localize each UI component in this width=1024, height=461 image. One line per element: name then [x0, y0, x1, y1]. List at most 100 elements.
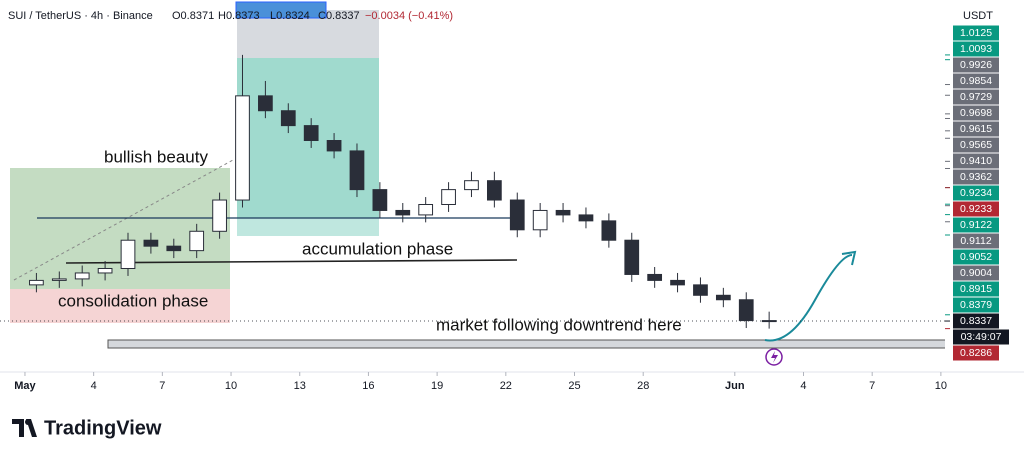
- forecast-arrow: [764, 254, 853, 342]
- x-tick-label: 7: [159, 380, 165, 392]
- y-tick-label: 0.9410: [960, 155, 992, 167]
- annotation: bullish beauty: [104, 147, 208, 166]
- price-tag: [953, 313, 999, 329]
- target-tag: [235, 1, 327, 19]
- consolidation-box: [10, 168, 230, 289]
- candle-body: [532, 209, 548, 231]
- change-label: −0.0034 (−0.41%): [365, 10, 453, 22]
- x-tick-label: 7: [869, 380, 875, 392]
- annotation: market following downtrend here: [436, 315, 682, 334]
- y-tick-label: 0.9112: [960, 235, 991, 247]
- candle-body: [624, 239, 640, 275]
- price-tag: [953, 281, 999, 297]
- candle-body: [715, 294, 731, 301]
- candle-body: [258, 95, 273, 112]
- open-label: O0.8371: [172, 10, 214, 22]
- price-tag: [953, 265, 999, 281]
- y-tick-label: 0.8337: [960, 315, 992, 327]
- support-line: [65, 259, 518, 264]
- x-tick-label: 22: [500, 380, 512, 392]
- x-tick-label: 25: [568, 380, 580, 392]
- y-tick-label: 0.9565: [960, 139, 992, 151]
- candle-body: [486, 180, 502, 201]
- x-tick-label: 4: [91, 380, 97, 392]
- countdown: 03:49:07: [961, 331, 1002, 343]
- x-tick-label: 10: [225, 380, 237, 392]
- candle-body: [761, 320, 777, 323]
- price-tag: [953, 73, 999, 89]
- logo: TradingView: [12, 417, 162, 439]
- x-tick-label: May: [14, 380, 36, 392]
- candle-body: [120, 239, 136, 269]
- x-tick-label: 10: [935, 380, 947, 392]
- high-label: H0.8373: [218, 10, 260, 22]
- countdown-tag: [953, 329, 1009, 345]
- candle-body: [143, 239, 159, 247]
- y-tick-label: 0.9004: [960, 267, 992, 279]
- candle-body: [738, 299, 754, 322]
- y-tick-label: 0.9698: [960, 107, 992, 119]
- x-tick-label: 13: [294, 380, 306, 392]
- candle-body: [441, 189, 456, 205]
- price-tag: [953, 169, 999, 185]
- candle-body: [326, 139, 342, 152]
- close-label: C0.8337: [318, 10, 360, 22]
- candle-body: [166, 245, 182, 252]
- price-tag: [953, 41, 999, 57]
- x-tick-label: 19: [431, 380, 443, 392]
- candle-body: [555, 209, 571, 216]
- y-tick-label: 0.9854: [960, 75, 992, 87]
- low-label: L0.8324: [270, 10, 310, 22]
- price-tag: [953, 57, 999, 73]
- y-tick-label: 0.9926: [960, 59, 992, 71]
- y-tick-label: 0.9122: [960, 219, 992, 231]
- candle-body: [303, 125, 319, 141]
- price-tag: [953, 89, 999, 105]
- logo-dot: [25, 419, 31, 425]
- price-tag: [953, 201, 999, 217]
- y-tick-label: 0.8379: [960, 299, 992, 311]
- stop-box: [237, 218, 379, 236]
- candle-body: [464, 180, 479, 191]
- annotation: consolidation phase: [58, 291, 208, 310]
- candle-body: [349, 150, 365, 191]
- x-tick-label: 16: [362, 380, 374, 392]
- candle-body: [601, 220, 617, 241]
- price-tag: [953, 137, 999, 153]
- price-tag: [953, 185, 999, 201]
- risk-box: [10, 289, 230, 323]
- demand-zone: [107, 339, 947, 349]
- currency: USDT: [963, 10, 993, 22]
- candle-body: [693, 284, 708, 296]
- price-tag: [953, 345, 999, 361]
- candle-body: [212, 199, 227, 232]
- candle-body: [29, 279, 44, 286]
- candle-body: [280, 110, 296, 127]
- logo-text: TradingView: [44, 417, 162, 439]
- y-tick-label: 0.9362: [960, 171, 992, 183]
- y-tick-label: 1.0093: [960, 43, 992, 55]
- logo-mark: [12, 419, 37, 437]
- y-tick-label: 0.9615: [960, 123, 992, 135]
- bolt: [771, 351, 778, 363]
- candle-body: [647, 273, 663, 281]
- candle-body: [235, 95, 250, 201]
- candle-body: [51, 278, 67, 281]
- x-tick-label: 4: [800, 380, 806, 392]
- price-tag: [953, 217, 999, 233]
- price-tag: [953, 25, 999, 41]
- y-tick-label: 0.9234: [960, 187, 992, 199]
- price-tag: [953, 233, 999, 249]
- symbol: SUI / TetherUS · 4h · Binance: [8, 10, 153, 22]
- annotation: accumulation phase: [302, 239, 453, 258]
- candle-body: [578, 214, 594, 222]
- candle-body: [418, 203, 434, 216]
- arrow-head: [841, 250, 857, 266]
- price-tag: [953, 121, 999, 137]
- x-tick-label: 28: [637, 380, 649, 392]
- y-tick-label: 0.8286: [960, 347, 992, 359]
- candle-body: [670, 279, 685, 286]
- x-tick-label: Jun: [725, 380, 745, 392]
